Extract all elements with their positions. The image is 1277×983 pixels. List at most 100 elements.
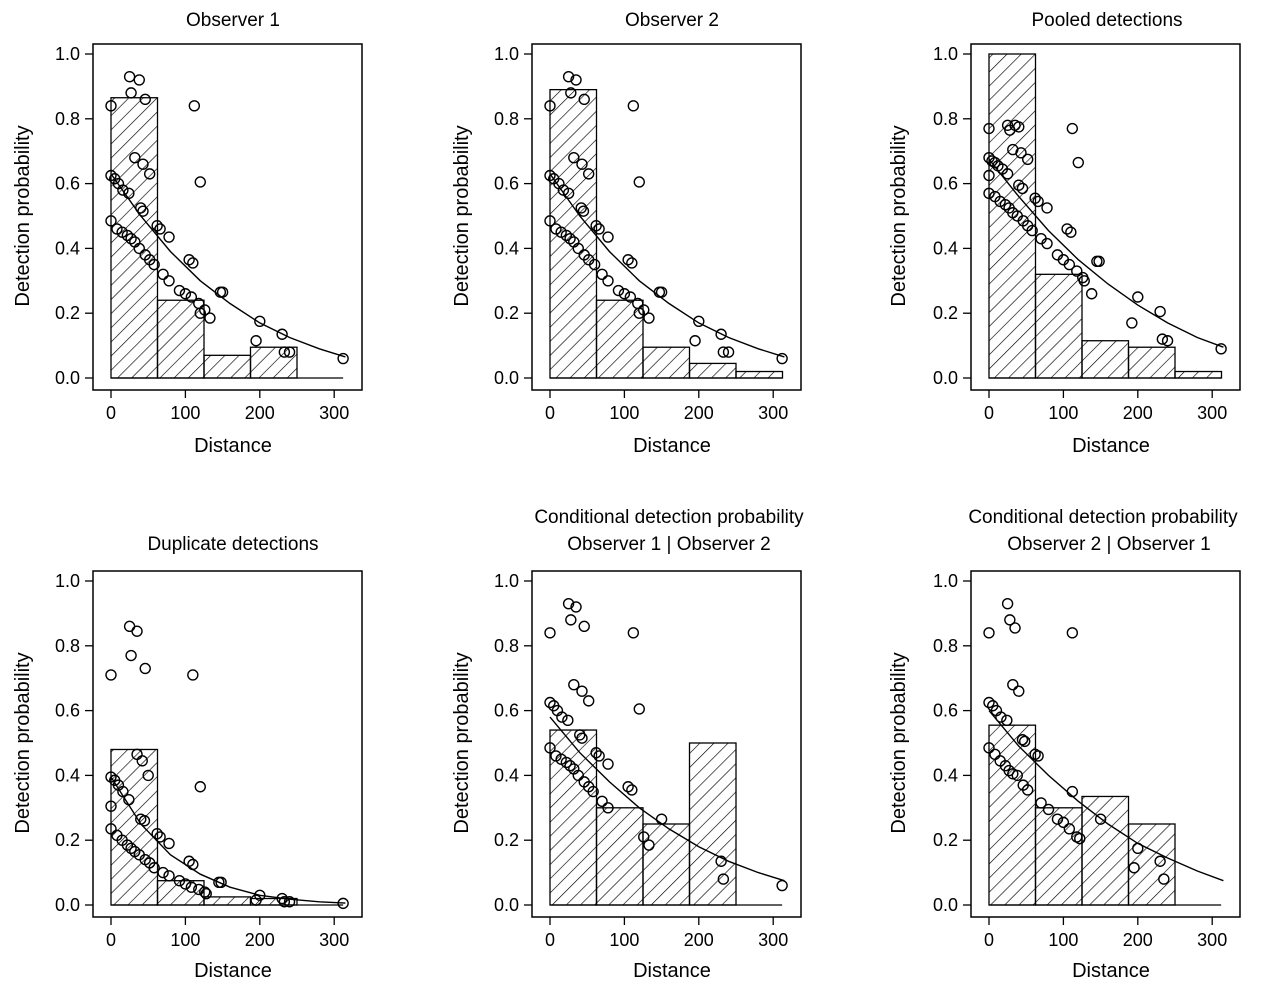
data-point [185,881,198,893]
data-point [602,802,614,814]
data-point [276,892,288,905]
data-point [633,176,645,188]
histogram-bar [110,748,159,906]
x-axis-label: Distance [633,960,711,982]
x-axis-label: Distance [194,435,272,457]
x-tick-label: 300 [758,403,788,423]
data-point [983,122,995,135]
data-point [1057,816,1070,829]
data-point [1071,265,1083,277]
fitted-detection-curve [110,776,346,904]
y-tick-label: 0.0 [494,895,519,915]
data-point [157,866,169,879]
panel-conditional-obs1-given-obs2: Conditional detection probability Observ… [451,507,804,982]
data-point [194,176,206,188]
y-tick-label: 0.0 [933,368,958,388]
data-point [693,315,705,327]
data-point [1003,764,1015,777]
plot-frame [92,43,363,391]
x-tick-label: 100 [170,403,200,423]
y-tick-label: 0.6 [55,701,80,721]
data-point [643,312,655,324]
data-point [1161,335,1174,347]
data-point [135,202,147,214]
data-point [1041,202,1053,214]
data-point [618,288,631,300]
x-tick-label: 100 [1048,930,1078,950]
data-point [1061,223,1073,235]
x-tick-label: 0 [984,403,994,423]
y-tick-label: 0.8 [494,109,519,129]
x-axis-label: Distance [1072,435,1150,457]
data-point [544,100,556,112]
x-tick-label: 200 [1123,403,1153,423]
data-point [622,781,634,793]
data-point [602,275,614,287]
panel-title-line-1: Observer 1 [186,10,280,31]
data-point [1001,597,1014,610]
histogram-bar [1081,795,1130,906]
data-point [188,100,201,112]
data-point [570,601,582,613]
histogram-bar [642,346,691,379]
data-point [655,813,668,825]
y-tick-label: 0.2 [55,303,80,323]
data-point [154,223,166,235]
data-point [560,229,573,242]
data-point [283,896,296,908]
x-tick-label: 300 [758,930,788,950]
histogram-bar [203,354,252,379]
y-tick-label: 0.6 [494,174,519,194]
data-point [187,858,199,871]
data-point [148,862,160,874]
data-point [1026,224,1038,237]
panel-duplicate-detections: Duplicate detections Distance Detection … [12,534,363,982]
panel-observer-1: Observer 1 Distance Detection probabilit… [12,10,363,457]
fitted-detection-curve [549,716,785,882]
data-point [125,842,137,854]
data-point [1063,823,1076,835]
y-tick-label: 0.2 [494,303,519,323]
panel-title-line-1: Duplicate detections [147,534,318,555]
data-point [173,284,186,297]
data-point [722,346,735,358]
data-point [1021,784,1034,796]
data-point [136,755,148,767]
data-point [624,291,637,303]
data-point [983,187,995,200]
data-point [565,87,577,99]
data-point [1074,832,1086,845]
x-tick-label: 100 [609,930,639,950]
histogram-bar [1127,823,1176,906]
histogram-bar [156,299,205,379]
x-tick-label: 0 [984,930,994,950]
data-point [575,202,587,214]
data-point [1094,813,1107,825]
y-tick-label: 0.6 [494,701,519,721]
y-tick-label: 0.2 [933,830,958,850]
panel-conditional-obs2-given-obs1: Conditional detection probability Observ… [888,507,1241,982]
x-tick-label: 300 [1197,930,1227,950]
data-point [187,257,199,269]
x-tick-label: 100 [609,403,639,423]
data-point [717,346,730,358]
data-point [283,346,296,358]
data-point [582,168,595,180]
y-tick-label: 1.0 [933,44,958,64]
data-point [337,352,349,365]
y-tick-label: 0.8 [494,636,519,656]
data-point [1066,122,1079,135]
data-point [194,307,206,319]
data-point [148,258,160,271]
histogram-bar [1174,370,1223,379]
y-tick-label: 0.4 [494,765,519,785]
data-point [689,335,701,347]
data-point [105,669,117,681]
y-tick-label: 0.6 [55,174,80,194]
histogram-bar [203,896,252,906]
data-point [1019,735,1031,748]
data-point [1009,622,1021,634]
data-point [1066,785,1079,798]
y-tick-label: 0.6 [933,701,958,721]
